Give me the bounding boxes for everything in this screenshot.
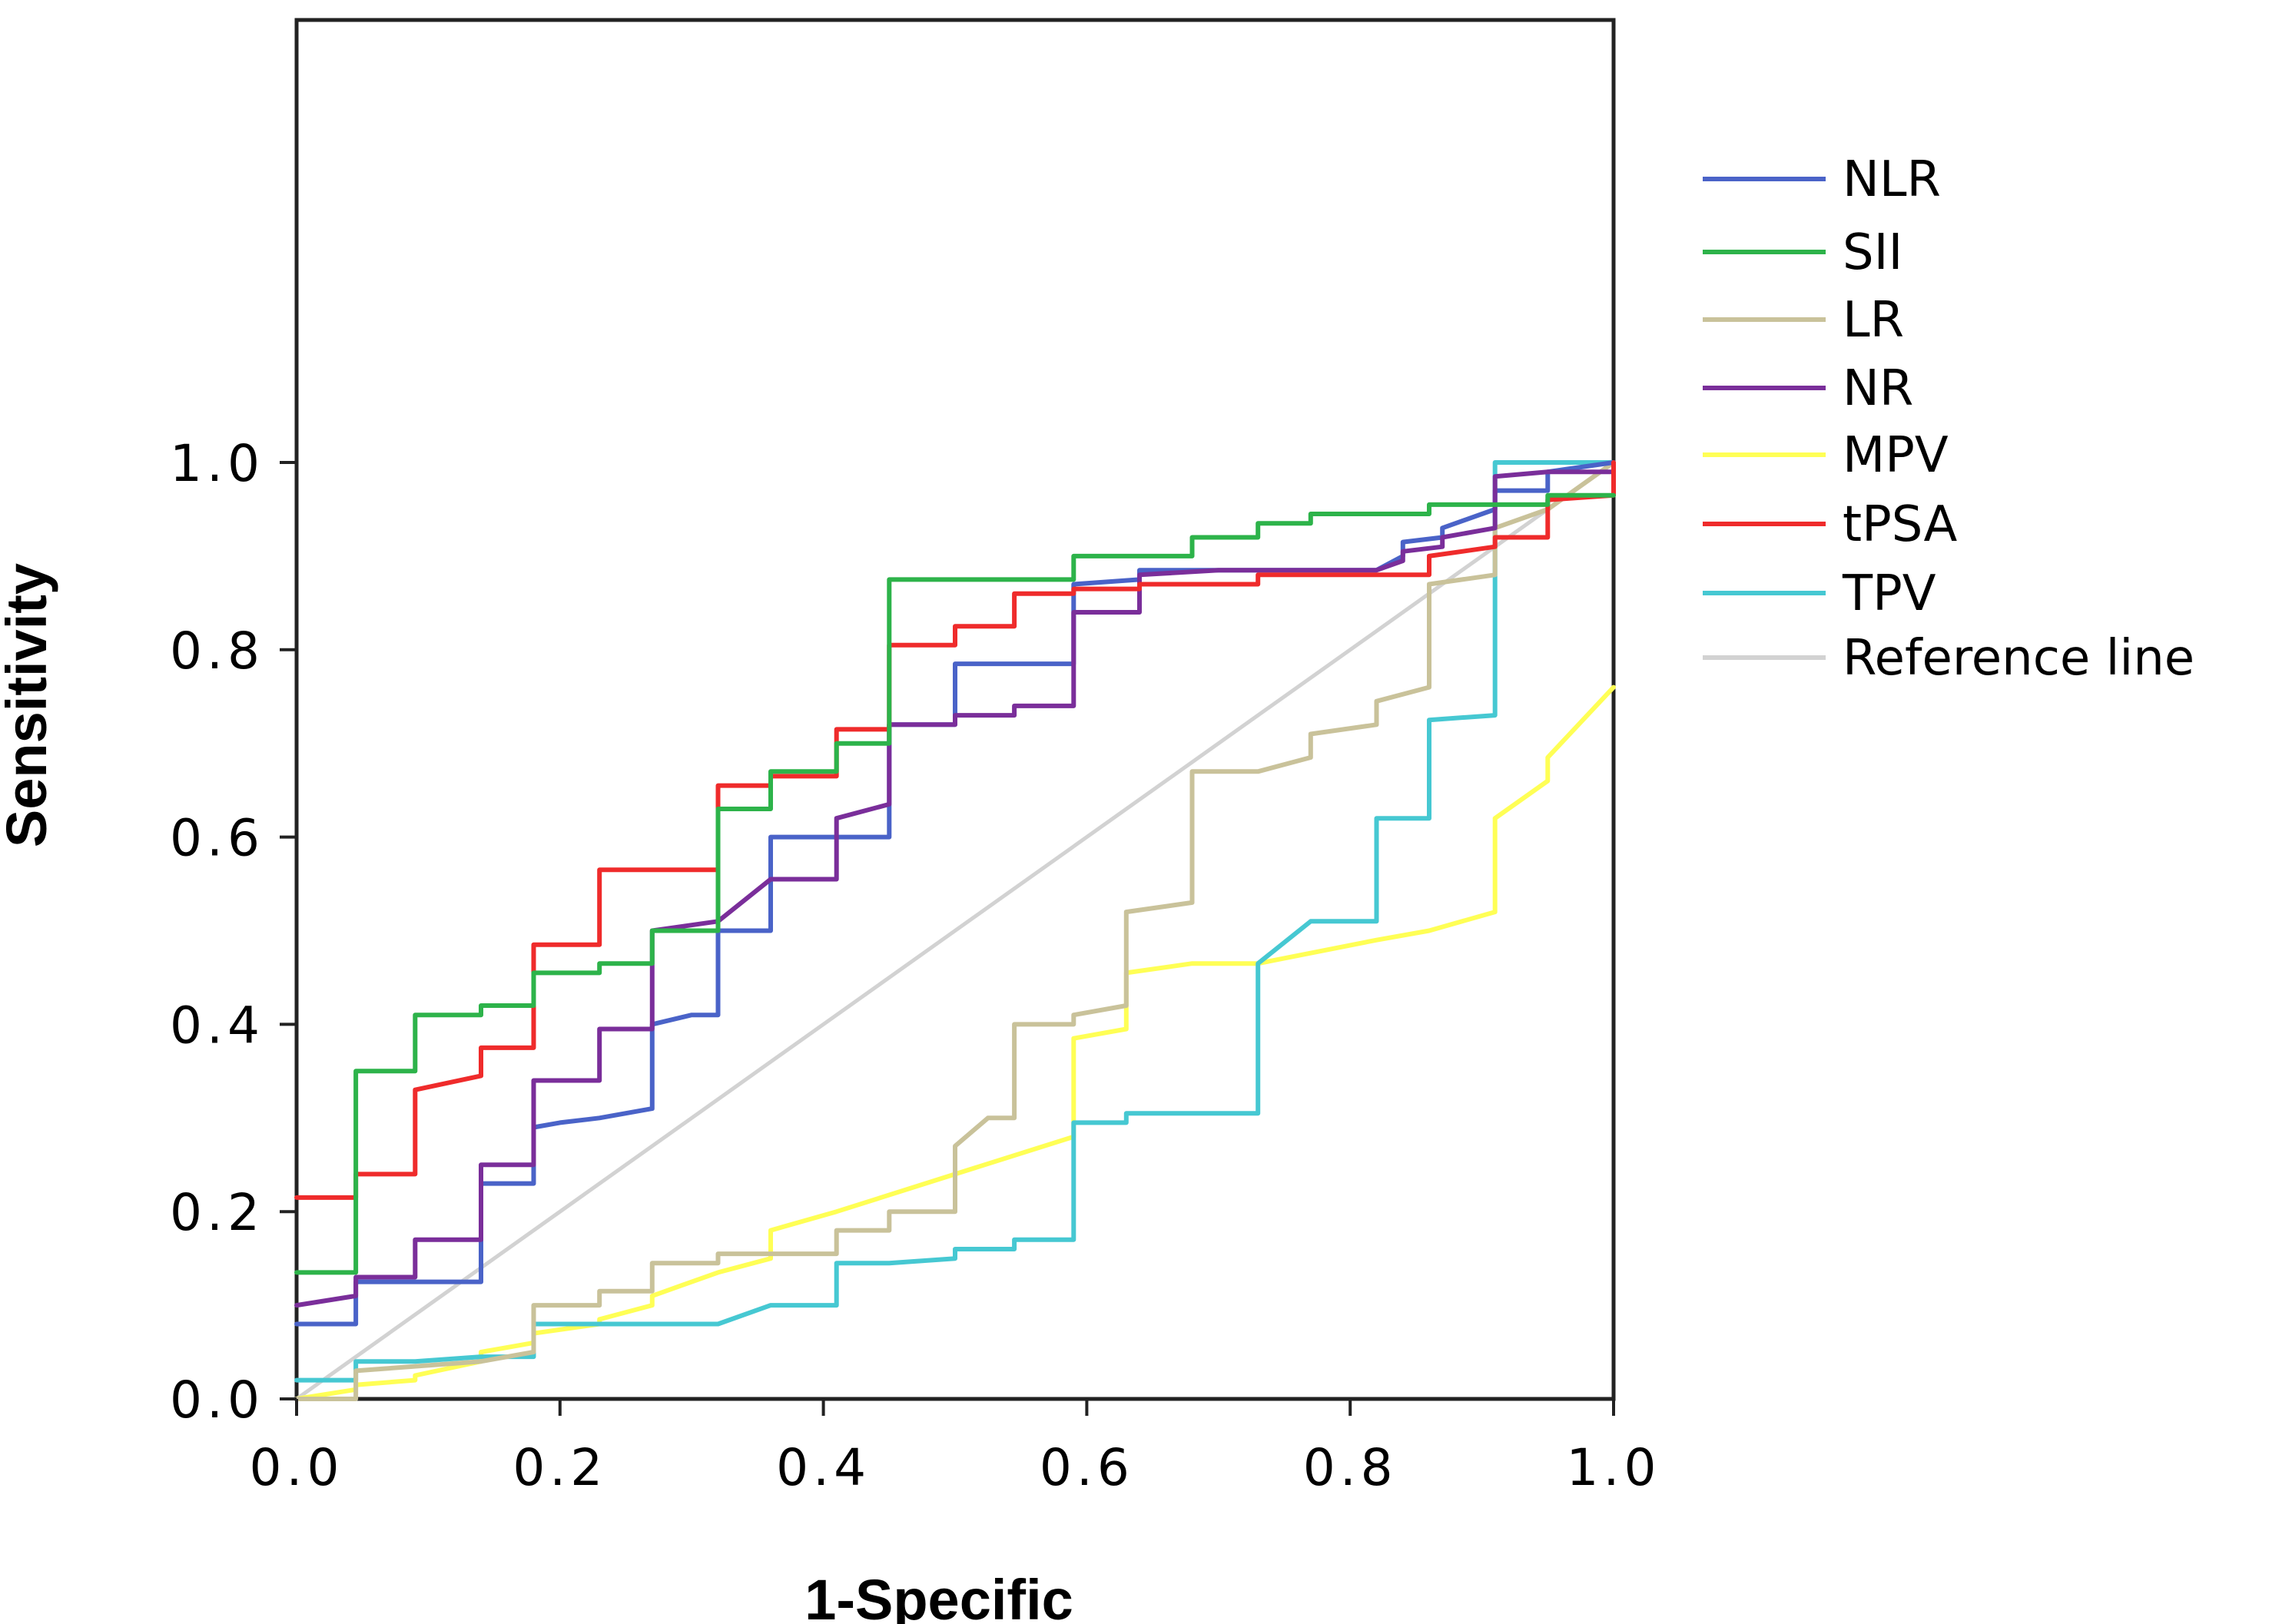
y-tick-label: 0.0 — [170, 1370, 264, 1430]
legend-label-sii: SII — [1843, 224, 1902, 281]
x-tick-label: 1.0 — [1567, 1438, 1661, 1497]
legend-label-mpv: MPV — [1843, 427, 1949, 484]
legend-label-tpv: TPV — [1842, 565, 1936, 622]
plot-frame — [294, 18, 1616, 1401]
legend-label-reference-line: Reference line — [1843, 630, 2194, 687]
legend-label-nlr: NLR — [1843, 151, 1941, 208]
legend-label-tpsa: tPSA — [1843, 496, 1958, 553]
y-axis-title: Sensitivity — [0, 563, 58, 847]
series-line-sii — [294, 492, 1616, 1275]
legend-label-nr: NR — [1843, 360, 1913, 417]
x-axis-title: 1-Specific — [804, 1568, 1073, 1624]
x-tick-label: 0.8 — [1303, 1438, 1398, 1497]
series-line-tpv — [294, 460, 1616, 1383]
y-tick-label: 0.6 — [170, 809, 264, 868]
series-line-mpv — [294, 684, 1616, 1401]
y-tick-label: 0.2 — [170, 1183, 264, 1242]
x-tick-label: 0.6 — [1040, 1438, 1134, 1497]
series-line-reference-line — [294, 460, 1616, 1401]
y-tick-label: 0.8 — [170, 621, 264, 681]
series-line-tpsa — [294, 460, 1616, 1200]
series-line-lr — [294, 460, 1616, 1401]
y-tick-label: 1.0 — [170, 434, 264, 493]
x-tick-label: 0.0 — [250, 1438, 344, 1497]
y-tick-label: 0.4 — [170, 996, 264, 1055]
x-tick-label: 0.4 — [776, 1438, 871, 1497]
x-tick-label: 0.2 — [513, 1438, 607, 1497]
legend: NLR SII LR NR MPV tPSA TPV Reference line — [1703, 151, 2194, 687]
legend-label-lr: LR — [1843, 292, 1904, 349]
